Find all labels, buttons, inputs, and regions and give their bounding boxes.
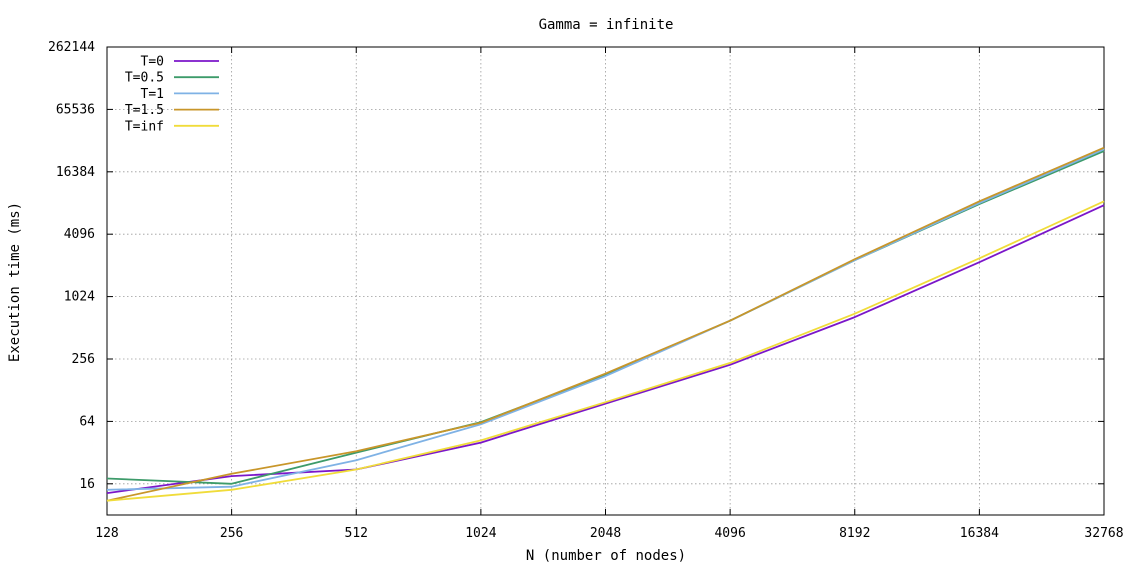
x-tick-label: 32768	[1084, 526, 1123, 541]
x-tick-label: 4096	[714, 526, 745, 541]
series-line-t-0-5	[106, 150, 1105, 485]
x-tick-label: 8192	[839, 526, 870, 541]
y-tick-label: 262144	[48, 40, 95, 55]
x-tick-label: 2048	[590, 526, 621, 541]
x-axis-label: N (number of nodes)	[526, 548, 686, 564]
y-tick-label: 65536	[56, 102, 95, 117]
legend-label-t-0: T=0	[141, 55, 164, 70]
x-tick-label: 128	[95, 526, 118, 541]
y-tick-label: 16	[79, 477, 95, 492]
y-axis-label: Execution time (ms)	[7, 202, 23, 362]
y-tick-label: 4096	[64, 227, 95, 242]
legend-label-t-1: T=1	[141, 87, 164, 102]
y-tick-label: 16384	[56, 165, 95, 180]
series-layer	[106, 146, 1105, 502]
series-line-t-inf	[106, 200, 1105, 502]
legend-label-t-1-5: T=1.5	[125, 103, 164, 118]
grid-layer	[107, 46, 1104, 515]
legend-label-t-0-5: T=0.5	[125, 71, 164, 86]
legend: T=0T=0.5T=1T=1.5T=inf	[125, 55, 219, 134]
x-axis: 128 256 512 1024 2048 4096 8192 16384 32768	[95, 47, 1124, 541]
y-tick-label: 256	[72, 352, 95, 367]
chart-title: Gamma = infinite	[539, 17, 674, 33]
plot-frame	[106, 46, 1105, 516]
x-tick-label: 1024	[465, 526, 496, 541]
series-line-t-1-5	[106, 146, 1105, 502]
y-tick-label: 64	[79, 414, 95, 429]
x-tick-label: 16384	[960, 526, 999, 541]
x-tick-label: 256	[220, 526, 243, 541]
y-axis: 16 64 256 1024 4096 16384 65536 262144	[48, 40, 1104, 492]
x-tick-label: 512	[345, 526, 368, 541]
series-line-t-1	[106, 148, 1105, 491]
legend-label-t-inf: T=inf	[125, 119, 164, 134]
y-tick-label: 1024	[64, 290, 95, 305]
